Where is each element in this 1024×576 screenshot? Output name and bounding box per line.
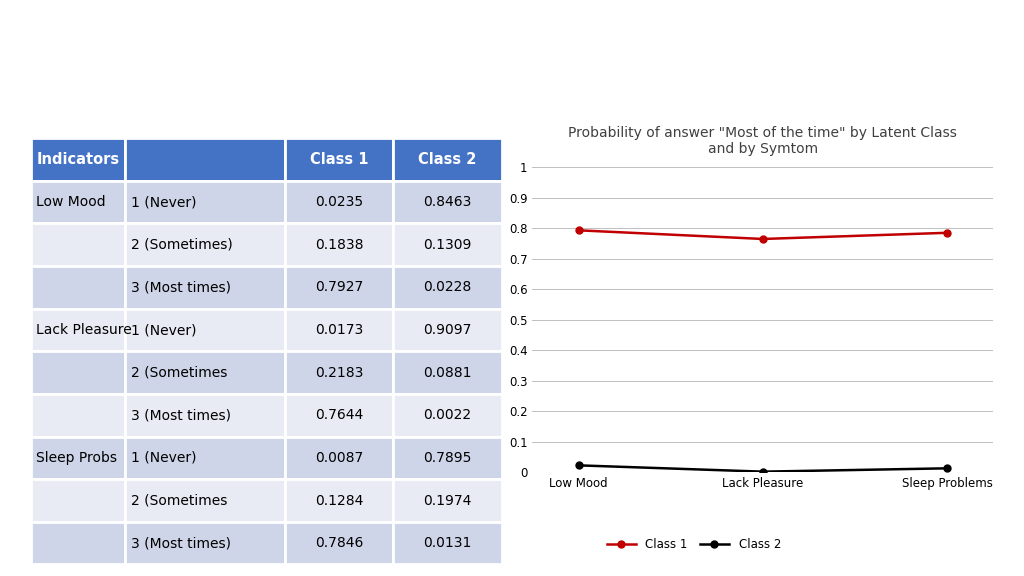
Class 2 <box>757 468 769 475</box>
Bar <box>125 138 285 181</box>
Text: Class 1: Class 1 <box>310 152 369 167</box>
Bar <box>31 223 125 266</box>
Bar <box>125 351 285 394</box>
Text: 0.1284: 0.1284 <box>315 494 364 507</box>
Text: 0.7644: 0.7644 <box>315 408 364 422</box>
Text: 1 (Never): 1 (Never) <box>131 451 196 465</box>
Bar <box>393 522 502 564</box>
Line: Class 1: Class 1 <box>575 227 950 242</box>
Text: 3 (Most times): 3 (Most times) <box>131 536 230 550</box>
Text: 3 (Most times): 3 (Most times) <box>131 281 230 294</box>
Text: 0.0022: 0.0022 <box>424 408 472 422</box>
Class 2 <box>941 465 953 472</box>
Bar <box>31 479 125 522</box>
Text: 0.1974: 0.1974 <box>423 494 472 507</box>
Text: 0.7927: 0.7927 <box>315 281 364 294</box>
Bar <box>285 437 393 479</box>
Class 1 <box>757 236 769 242</box>
Text: Sleep Probs: Sleep Probs <box>37 451 118 465</box>
Bar <box>393 394 502 437</box>
Title: Probability of answer "Most of the time" by Latent Class
and by Symtom: Probability of answer "Most of the time"… <box>568 126 957 156</box>
Bar <box>393 437 502 479</box>
Text: 0.0235: 0.0235 <box>315 195 364 209</box>
Bar <box>31 522 125 564</box>
Text: 0.9097: 0.9097 <box>423 323 472 337</box>
Bar <box>125 223 285 266</box>
Bar <box>285 522 393 564</box>
Bar <box>393 223 502 266</box>
Text: 2 (Sometimes: 2 (Sometimes <box>131 494 227 507</box>
Bar <box>285 394 393 437</box>
Text: 1 (Never): 1 (Never) <box>131 323 196 337</box>
Bar <box>393 266 502 309</box>
Bar <box>393 479 502 522</box>
Text: 3 (Most times): 3 (Most times) <box>131 408 230 422</box>
Text: 0.1838: 0.1838 <box>315 238 364 252</box>
Text: 0.0881: 0.0881 <box>423 366 472 380</box>
Bar <box>393 138 502 181</box>
Bar <box>125 309 285 351</box>
Text: 0.0173: 0.0173 <box>315 323 364 337</box>
Bar <box>125 437 285 479</box>
Bar <box>31 181 125 223</box>
Text: 2 (Sometimes): 2 (Sometimes) <box>131 238 232 252</box>
Bar <box>125 522 285 564</box>
Text: Lack Pleasure: Lack Pleasure <box>37 323 132 337</box>
Text: 0.7846: 0.7846 <box>315 536 364 550</box>
Text: 1 (Never): 1 (Never) <box>131 195 196 209</box>
Bar <box>285 223 393 266</box>
Class 2 <box>572 462 585 469</box>
Bar <box>31 437 125 479</box>
Bar <box>285 479 393 522</box>
Bar <box>285 138 393 181</box>
Text: 0.0087: 0.0087 <box>315 451 364 465</box>
Class 1 <box>941 229 953 236</box>
Text: 0.2183: 0.2183 <box>315 366 364 380</box>
Bar <box>125 394 285 437</box>
Bar <box>285 351 393 394</box>
Text: 0.0131: 0.0131 <box>423 536 472 550</box>
Bar <box>125 181 285 223</box>
Text: 0.7895: 0.7895 <box>423 451 472 465</box>
Bar <box>31 266 125 309</box>
Bar <box>393 181 502 223</box>
Line: Class 2: Class 2 <box>575 462 950 475</box>
Bar <box>125 266 285 309</box>
Bar <box>31 351 125 394</box>
Text: 0.0228: 0.0228 <box>424 281 472 294</box>
Legend: Class 1, Class 2: Class 1, Class 2 <box>602 533 785 556</box>
Text: 0.8463: 0.8463 <box>423 195 472 209</box>
Bar <box>31 138 125 181</box>
Bar <box>393 309 502 351</box>
Bar <box>31 309 125 351</box>
Bar <box>31 394 125 437</box>
Class 1 <box>572 227 585 234</box>
Text: 2 (Sometimes: 2 (Sometimes <box>131 366 227 380</box>
Bar <box>285 266 393 309</box>
Bar <box>125 479 285 522</box>
Text: 0.1309: 0.1309 <box>423 238 472 252</box>
Bar <box>285 181 393 223</box>
Text: Low Mood: Low Mood <box>37 195 106 209</box>
Bar <box>285 309 393 351</box>
Text: Indicators: Indicators <box>37 152 120 167</box>
Text: Visualising Conditional Probabilities: Visualising Conditional Probabilities <box>46 37 982 89</box>
Bar <box>393 351 502 394</box>
Text: Class 2: Class 2 <box>419 152 477 167</box>
